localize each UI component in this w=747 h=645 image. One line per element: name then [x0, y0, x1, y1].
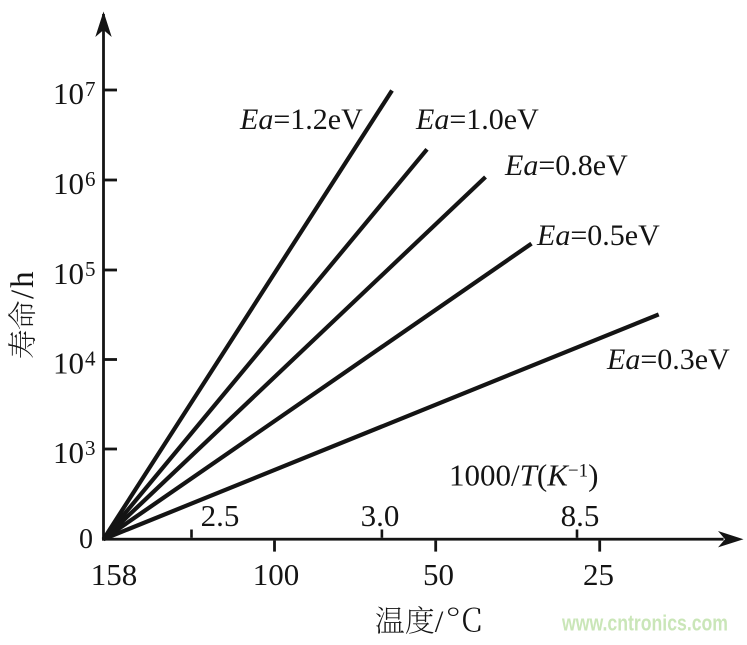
svg-text:6: 6	[85, 167, 96, 191]
svg-text:50: 50	[423, 557, 454, 592]
svg-text:10: 10	[53, 76, 84, 111]
svg-text:Ea=1.2eV: Ea=1.2eV	[239, 103, 363, 136]
svg-text:25: 25	[583, 557, 614, 592]
svg-text:Ea=0.8eV: Ea=0.8eV	[504, 149, 628, 182]
svg-text:2.5: 2.5	[201, 498, 240, 533]
svg-text:Ea=0.5eV: Ea=0.5eV	[536, 219, 660, 252]
svg-text:www.cntronics.com: www.cntronics.com	[561, 611, 728, 636]
svg-text:10: 10	[53, 435, 84, 470]
svg-text:3.0: 3.0	[361, 498, 400, 533]
svg-text:10: 10	[53, 256, 84, 291]
svg-text:3: 3	[85, 436, 96, 460]
svg-text:/: /	[435, 604, 444, 639]
svg-text:10: 10	[53, 166, 84, 201]
svg-text:158: 158	[91, 557, 138, 592]
svg-text:7: 7	[85, 77, 96, 101]
svg-text:0: 0	[79, 524, 93, 555]
svg-text:4: 4	[85, 346, 96, 370]
svg-text:5: 5	[85, 257, 96, 281]
svg-text:Ea=1.0eV: Ea=1.0eV	[415, 103, 539, 136]
svg-text:8.5: 8.5	[561, 498, 600, 533]
svg-text:/h: /h	[5, 269, 41, 299]
svg-text:100: 100	[253, 557, 300, 592]
svg-text:10: 10	[53, 346, 84, 381]
svg-text:Ea=0.3eV: Ea=0.3eV	[606, 343, 730, 376]
